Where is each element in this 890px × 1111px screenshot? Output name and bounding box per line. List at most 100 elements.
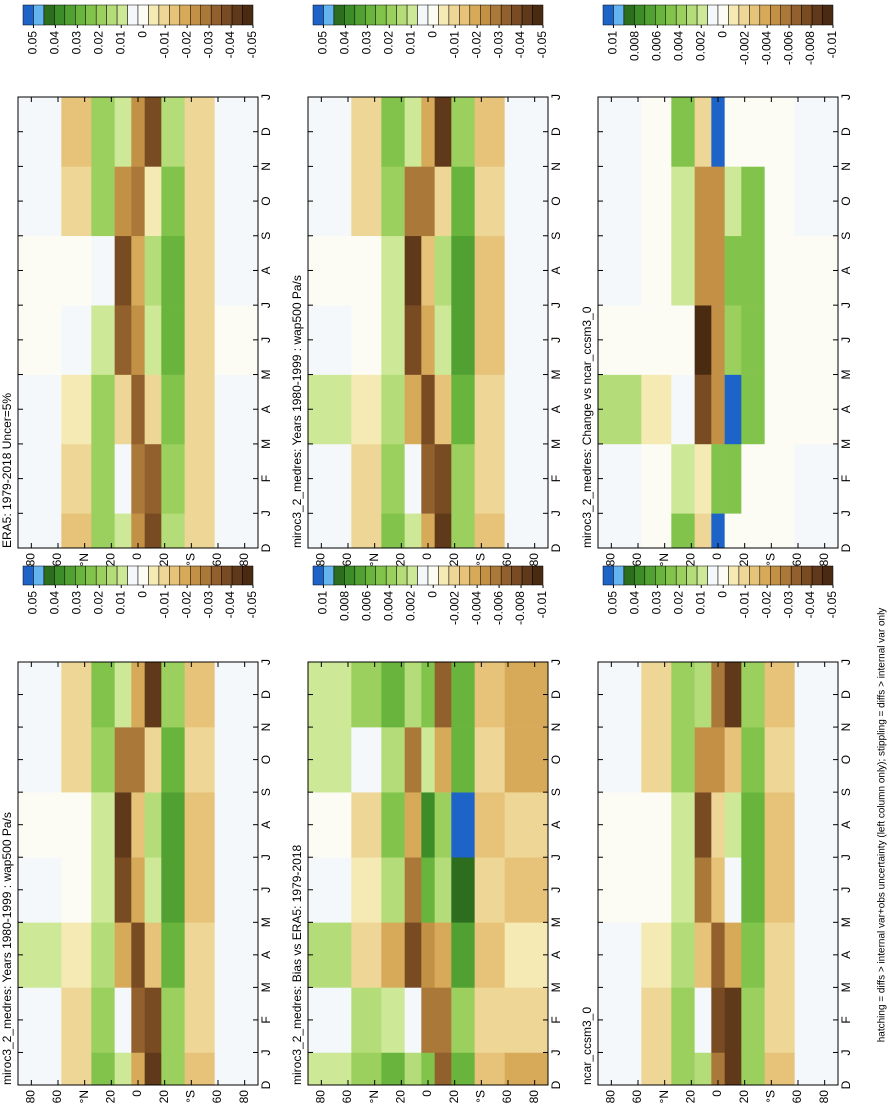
colorbar-label: 0.002 [693, 31, 707, 61]
y-tick-label: 80 [527, 1090, 541, 1104]
field-cell [308, 374, 352, 445]
x-tick-label: M [259, 917, 273, 927]
field-cell [351, 857, 382, 923]
field-cell [504, 443, 549, 514]
field-cell [351, 987, 382, 1053]
x-tick-label: J [549, 854, 563, 860]
field-cell [351, 374, 382, 445]
field-cell [184, 235, 215, 306]
field-cell [114, 857, 132, 923]
colorbar-label: 0.02 [381, 31, 395, 55]
x-tick-label: D [839, 1080, 853, 1089]
field-cell [131, 662, 145, 728]
field-cell [214, 857, 259, 923]
colorbar-label: 0.02 [91, 31, 105, 55]
y-tick-label: 20 [684, 1090, 698, 1104]
field-cell [474, 922, 505, 988]
y-tick-label: 0 [130, 1090, 144, 1097]
field-cell [404, 727, 422, 793]
colorbar-label: 0.01 [113, 31, 127, 55]
colorbar-label: -0.05 [245, 591, 259, 619]
field-cell [794, 922, 839, 988]
field-cell [474, 792, 505, 858]
field-cell [308, 922, 352, 988]
colorbar-label: -0.04 [513, 31, 527, 59]
field-cell [161, 922, 185, 988]
y-tick-label: °S [764, 1090, 778, 1103]
field-cell [114, 374, 132, 445]
field-cell [91, 235, 115, 306]
field-cell [671, 857, 695, 923]
field-cell [381, 922, 405, 988]
field-cell [184, 792, 215, 858]
field-cell [641, 166, 672, 237]
field-cell [504, 987, 549, 1053]
field-cell [131, 922, 145, 988]
colorbar-swatch [801, 565, 813, 586]
field-cell [114, 305, 132, 375]
field-cell [381, 857, 405, 923]
x-tick-label: S [839, 788, 853, 796]
field-cell [381, 305, 405, 375]
colorbar-swatch [686, 565, 698, 586]
colorbar-swatch [137, 4, 149, 26]
colorbar-swatch [375, 565, 387, 586]
panel-title: miroc3_2_medres: Years 1980-1999 : wap50… [290, 275, 304, 548]
field-cell [144, 857, 162, 923]
field-cell [91, 97, 115, 167]
colorbar-swatch [127, 565, 139, 586]
x-tick-label: D [259, 127, 273, 136]
field-cell [724, 305, 742, 375]
colorbar-swatch [480, 4, 491, 26]
colorbar-swatch [717, 4, 729, 26]
field-cell [421, 987, 435, 1053]
x-tick-label: J [549, 659, 563, 665]
field-cell [671, 235, 695, 306]
field-cell [61, 1052, 92, 1086]
field-cell [641, 1052, 672, 1086]
field-cell [404, 97, 422, 167]
colorbar-swatch [33, 565, 45, 586]
field-cell [184, 305, 215, 375]
field-cell [161, 166, 185, 237]
colorbar-swatch [780, 4, 792, 26]
y-tick-label: 20 [104, 1090, 118, 1104]
x-tick-label: M [259, 370, 273, 380]
colorbar-swatch [137, 565, 149, 586]
colorbar-swatch [85, 565, 97, 586]
colorbar-swatch [210, 565, 222, 586]
x-tick-label: J [839, 887, 853, 893]
field-cell [161, 987, 185, 1053]
x-tick-label: S [259, 788, 273, 796]
field-cell [61, 513, 92, 549]
colorbar-swatch [822, 565, 834, 586]
field-cell [434, 727, 452, 793]
field-cell [694, 987, 712, 1053]
field-cell [641, 987, 672, 1053]
x-tick-label: J [549, 94, 563, 100]
field-cell [114, 727, 132, 793]
field-cell [451, 374, 475, 445]
field-cell [18, 727, 62, 793]
field-cell [794, 857, 839, 923]
field-cell [421, 235, 435, 306]
field-cell [404, 857, 422, 923]
field-cell [598, 374, 642, 445]
colorbar-swatch [427, 4, 439, 26]
y-tick-label: °S [764, 553, 778, 566]
field-cell [794, 443, 839, 514]
colorbar-swatch [459, 565, 471, 586]
colorbar-swatch [75, 565, 86, 586]
field-cell [91, 443, 115, 514]
x-tick-label: A [839, 951, 853, 959]
field-cell [724, 235, 742, 306]
field-cell [794, 97, 839, 167]
field-cell [114, 513, 132, 549]
x-tick-label: M [549, 917, 563, 927]
colorbar-swatch [344, 565, 356, 586]
panel-title: ncar_ccsm3_0 [580, 1007, 594, 1085]
y-tick-label: 20 [394, 1090, 408, 1104]
field-cell [794, 662, 839, 728]
footnote: hatching = diffs > internal var+obs unce… [877, 608, 888, 1043]
colorbar-swatch [22, 4, 34, 26]
